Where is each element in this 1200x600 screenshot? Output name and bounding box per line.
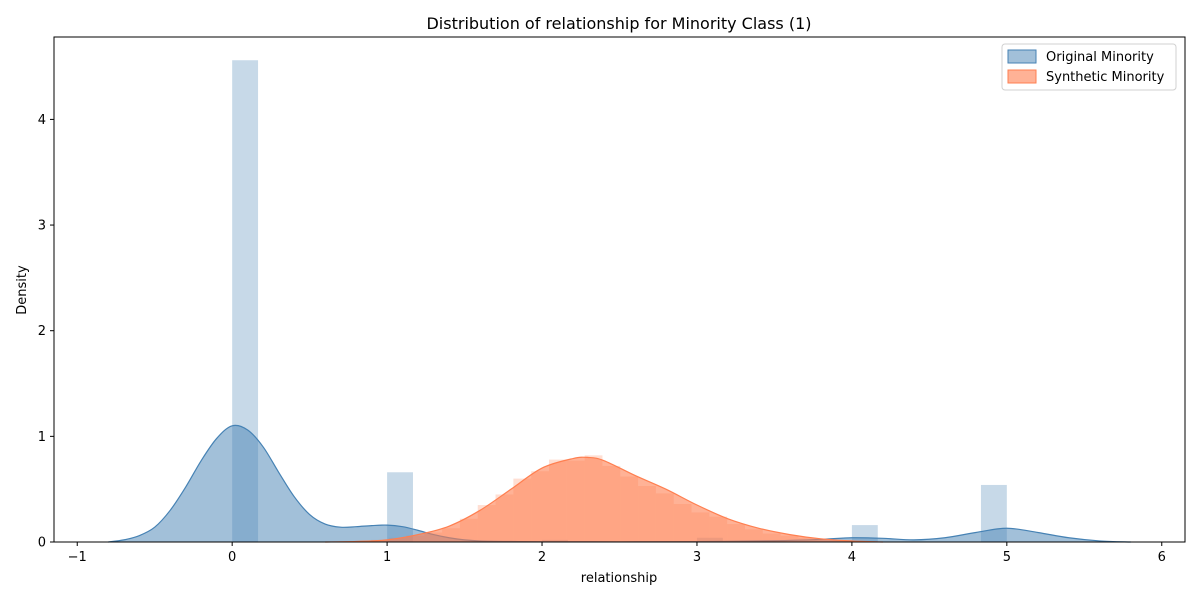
x-tick-label: 3 — [693, 550, 701, 565]
y-tick-label: 1 — [38, 430, 46, 445]
y-axis-label: Density — [15, 265, 30, 315]
x-tick-label: 6 — [1158, 550, 1166, 565]
y-tick-label: 0 — [38, 536, 46, 551]
x-tick-label: −1 — [68, 550, 87, 565]
legend-label-original-minority: Original Minority — [1046, 50, 1154, 65]
legend-label-synthetic-minority: Synthetic Minority — [1046, 70, 1165, 85]
x-tick-label: 2 — [538, 550, 546, 565]
legend-box — [1001, 43, 1177, 91]
kde-area-original-minority — [108, 425, 1131, 542]
x-tick-label: 0 — [228, 550, 236, 565]
chart-title: Distribution of relationship for Minorit… — [426, 14, 811, 33]
kde-layer — [108, 424, 1131, 543]
y-tick-label: 2 — [38, 324, 46, 339]
kde-line-original-minority — [108, 424, 1131, 543]
x-axis: −1 0 1 2 3 4 5 6 — [68, 542, 1166, 565]
kde-area-synthetic-minority — [325, 457, 883, 542]
x-tick-label: 5 — [1003, 550, 1011, 565]
legend: Original Minority Synthetic Minority — [1001, 43, 1177, 91]
x-tick-label: 4 — [848, 550, 856, 565]
y-axis: 0 1 2 3 4 — [38, 113, 54, 551]
legend-swatch-synthetic-minority — [1007, 69, 1037, 84]
y-tick-label: 3 — [38, 219, 46, 234]
y-tick-label: 4 — [38, 113, 46, 128]
x-tick-label: 1 — [383, 550, 391, 565]
x-axis-label: relationship — [581, 571, 657, 586]
plot-frame — [53, 36, 1186, 543]
plot-area — [53, 36, 1186, 543]
kde-line-synthetic-minority — [325, 456, 883, 543]
legend-swatch-original-minority — [1007, 49, 1037, 64]
